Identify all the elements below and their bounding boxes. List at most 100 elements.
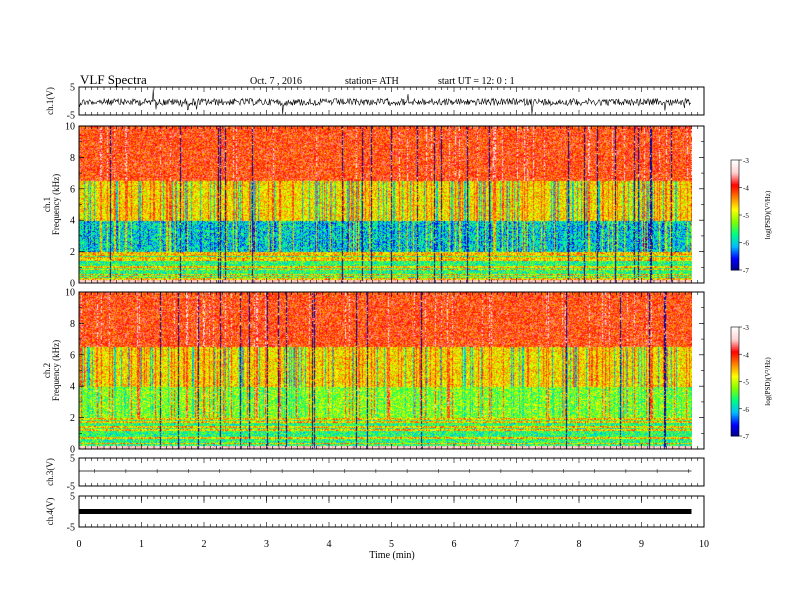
y-tick-label: 4 <box>70 382 75 393</box>
colorbar-cell <box>731 386 739 390</box>
colorbar-cell <box>731 268 739 271</box>
ch1-spectrogram-panel: 10 8 6 4 2 0 ch.1 Frequency (kHz) <box>42 122 705 290</box>
colorbar-tick-label: -4 <box>743 185 749 193</box>
colorbar-cell <box>731 381 739 384</box>
header-start-ut: start UT = 12: 0 : 1 <box>438 76 515 87</box>
colorbar-cell <box>731 167 739 170</box>
colorbar-cell <box>731 248 739 251</box>
colorbar-cell <box>731 235 739 238</box>
x-tick-label: 1 <box>139 539 144 550</box>
colorbar-cell <box>731 249 739 253</box>
y-tick-label: -5 <box>67 482 75 493</box>
colorbar-tick-label: -7 <box>743 433 749 441</box>
colorbar-cell <box>731 180 739 183</box>
colorbar-cell <box>731 365 739 368</box>
colorbar-cell <box>731 262 739 265</box>
colorbar-tick-label: -5 <box>743 212 749 220</box>
y-tick-label: 2 <box>70 247 75 258</box>
colorbar-cell <box>731 376 739 379</box>
x-tick-label: 7 <box>514 539 519 550</box>
colorbar-cell <box>731 246 739 249</box>
colorbar-label: log(PSD)(V²/Hz) <box>764 190 772 239</box>
colorbar-cell <box>731 419 739 422</box>
colorbar-cell <box>731 183 739 187</box>
x-tick-label: 2 <box>202 539 207 550</box>
time-axis: 0 1 2 3 4 5 6 7 8 9 10 <box>77 539 710 550</box>
colorbar-cell <box>731 255 739 258</box>
colorbar-cell <box>731 377 739 381</box>
colorbar-cell <box>731 432 739 435</box>
colorbar-cell <box>731 189 739 192</box>
colorbar-cell <box>731 352 739 355</box>
colorbar-cell <box>731 260 739 264</box>
colorbar-cell <box>731 388 739 392</box>
colorbar-cell <box>731 204 739 207</box>
y-axis-label: Frequency (kHz) <box>51 340 61 401</box>
colorbar-cell <box>731 390 739 393</box>
colorbar-tick-label: -6 <box>743 240 749 248</box>
colorbar-cell <box>731 361 739 364</box>
colorbar-cell <box>731 213 739 216</box>
colorbar-cell <box>731 165 739 168</box>
colorbar-cell <box>731 410 739 413</box>
colorbar-cell <box>731 417 739 421</box>
colorbar-cell <box>731 194 739 198</box>
y-tick-label: 8 <box>70 153 75 164</box>
colorbar-cell <box>731 251 739 254</box>
y-axis-label: Frequency (kHz) <box>51 174 61 235</box>
ch1-spectrogram-image <box>79 126 692 283</box>
y-tick-label: 5 <box>70 454 75 465</box>
colorbar-cell <box>731 220 739 223</box>
colorbar-cell <box>731 229 739 232</box>
y-tick-label: 5 <box>70 83 75 94</box>
colorbar-cell <box>731 227 739 231</box>
colorbar-label: log(PSD)(V²/Hz) <box>764 357 772 406</box>
colorbar-cell <box>731 238 739 242</box>
colorbar-cell <box>731 330 739 333</box>
x-tick-label: 6 <box>452 539 457 550</box>
colorbar-cell <box>731 193 739 196</box>
colorbar-cell <box>731 215 739 218</box>
y-tick-label: 2 <box>70 413 75 424</box>
colorbar-cell <box>731 332 739 335</box>
header-station: station= ATH <box>345 76 399 87</box>
colorbar-cell <box>731 394 739 397</box>
colorbar-cell <box>731 359 739 363</box>
ch1-waveform-panel: 5 -5 ch.1(V) <box>45 83 705 122</box>
colorbar-cell <box>731 345 739 348</box>
colorbar-cell <box>731 187 739 190</box>
colorbar-tick-label: -7 <box>743 267 749 275</box>
colorbar-cell <box>731 242 739 245</box>
colorbar-cell <box>731 182 739 185</box>
ch1-colorbar: -3 -4 -5 -6 -7 log(PSD)(V²/Hz) <box>730 157 772 275</box>
colorbar-cell <box>731 416 739 419</box>
x-tick-label: 3 <box>264 539 269 550</box>
colorbar-cell <box>731 224 739 227</box>
colorbar-cell <box>731 423 739 426</box>
y-tick-label: 6 <box>70 350 75 361</box>
colorbar-tick-label: -3 <box>743 157 749 165</box>
colorbar-cell <box>731 257 739 260</box>
colorbar-cell <box>731 341 739 344</box>
panel-label: ch.4(V) <box>45 498 55 526</box>
x-tick-label: 10 <box>699 539 709 550</box>
colorbar-tick-label: -4 <box>743 351 749 359</box>
colorbar-cell <box>731 343 739 346</box>
y-tick-label: -5 <box>67 523 75 534</box>
colorbar-cell <box>731 200 739 203</box>
figure-title: VLF Spectra <box>80 72 147 87</box>
colorbar-cell <box>731 334 739 337</box>
colorbar-cell <box>731 233 739 236</box>
colorbar-cell <box>731 397 739 401</box>
colorbar-cell <box>731 209 739 212</box>
colorbar-cell <box>731 379 739 382</box>
colorbar-cell <box>731 403 739 406</box>
ch1-waveform-trace <box>78 89 691 115</box>
colorbar-cell <box>731 216 739 220</box>
ch4-waveform-trace <box>79 509 692 514</box>
colorbar-cell <box>731 172 739 176</box>
colorbar-cell <box>731 414 739 417</box>
x-tick-label: 5 <box>389 539 394 550</box>
panel-label: ch.1 <box>42 197 52 212</box>
colorbar-cell <box>731 328 739 332</box>
